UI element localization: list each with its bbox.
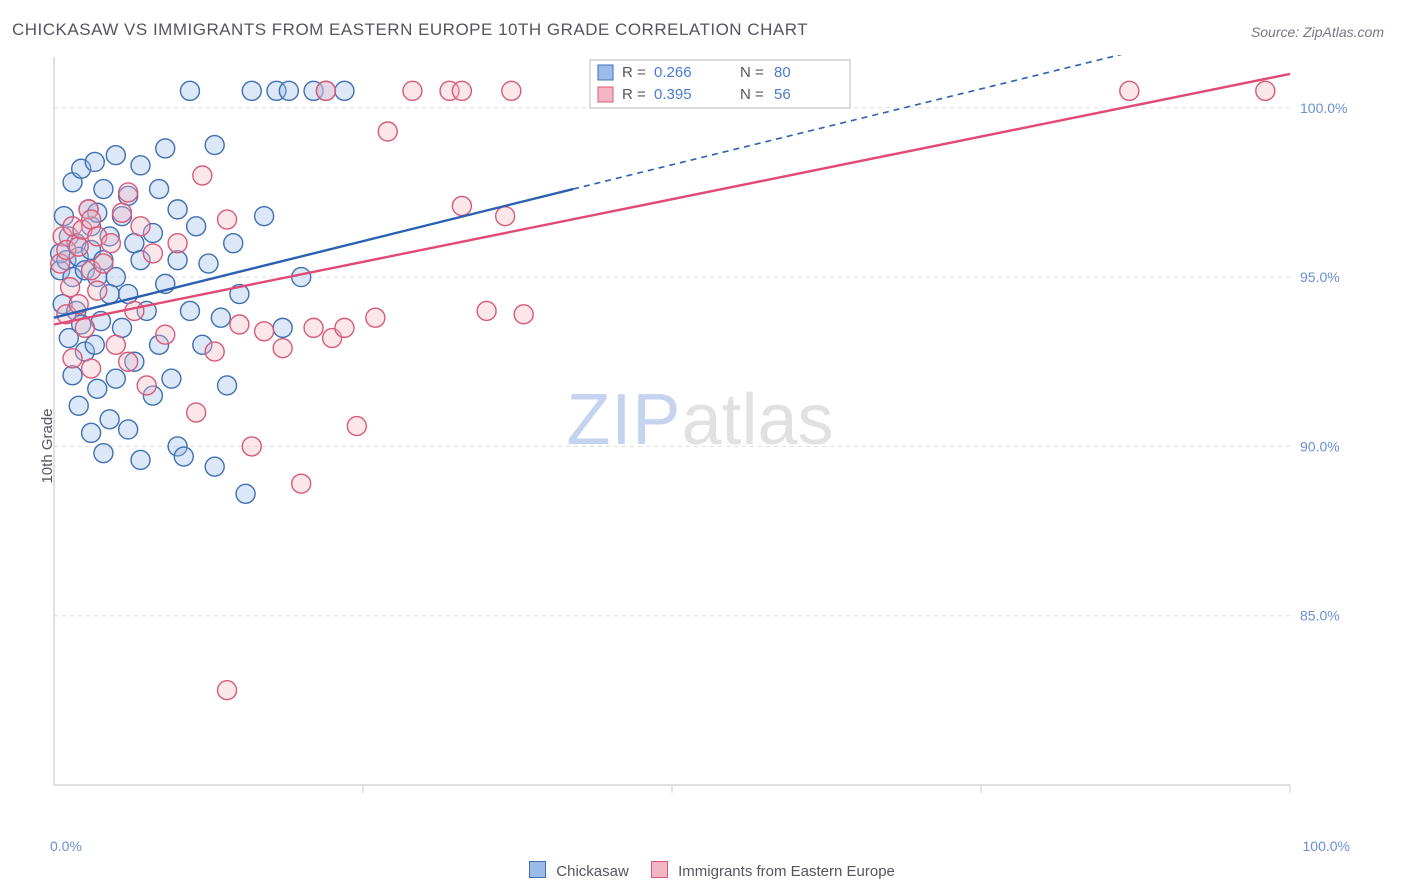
chart-title: CHICKASAW VS IMMIGRANTS FROM EASTERN EUR… (12, 20, 808, 40)
svg-text:80: 80 (774, 64, 791, 81)
svg-text:100.0%: 100.0% (1300, 100, 1347, 116)
svg-text:56: 56 (774, 86, 791, 103)
scatter-chart: 85.0% 90.0% 95.0% 100.0% R = 0.266 N = 80 R = 0.3… (50, 55, 1350, 815)
x-axis-min-label: 0.0% (50, 838, 82, 854)
plot-area: 85.0% 90.0% 95.0% 100.0% R = 0.266 N = 80 R = 0.3… (50, 55, 1350, 815)
source-attribution: Source: ZipAtlas.com (1251, 24, 1384, 40)
legend-swatch-immigrants (651, 861, 668, 878)
legend-label-chickasaw: Chickasaw (556, 863, 629, 880)
legend-label-immigrants: Immigrants from Eastern Europe (678, 863, 895, 880)
svg-text:0.266: 0.266 (654, 64, 692, 81)
svg-text:0.395: 0.395 (654, 86, 692, 103)
svg-text:90.0%: 90.0% (1300, 438, 1340, 454)
svg-text:N =: N = (740, 64, 764, 81)
series-legend: Chickasaw Immigrants from Eastern Europe (0, 861, 1406, 880)
svg-text:R =: R = (622, 64, 646, 81)
svg-text:R =: R = (622, 86, 646, 103)
svg-text:N =: N = (740, 86, 764, 103)
x-axis-max-label: 100.0% (1303, 838, 1350, 854)
legend-swatch-chickasaw (529, 861, 546, 878)
svg-text:95.0%: 95.0% (1300, 269, 1340, 285)
svg-text:85.0%: 85.0% (1300, 608, 1340, 624)
